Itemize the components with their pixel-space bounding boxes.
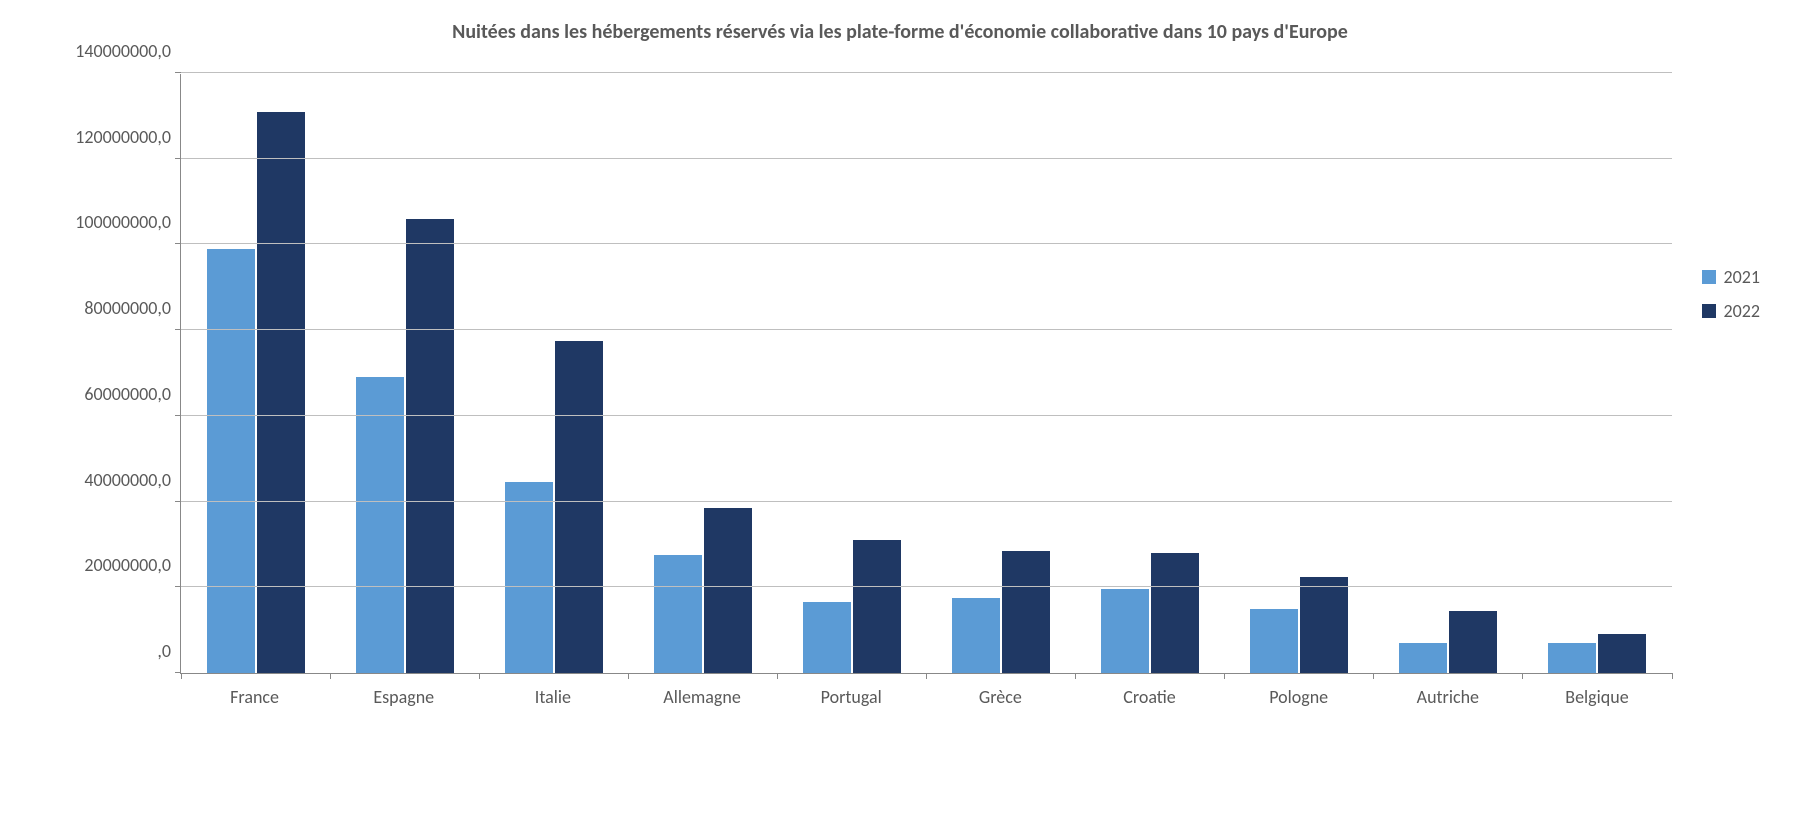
category-group	[628, 74, 777, 673]
bar	[1101, 589, 1149, 673]
y-tick-mark	[175, 329, 181, 330]
bar	[1002, 551, 1050, 673]
y-tick-mark	[175, 158, 181, 159]
category-group	[777, 74, 926, 673]
bar	[207, 249, 255, 673]
gridline	[181, 329, 1672, 330]
bar	[1449, 611, 1497, 673]
x-tick-mark	[479, 673, 480, 679]
x-axis-label: Grèce	[926, 686, 1075, 708]
x-axis-label: Italie	[478, 686, 627, 708]
category-group	[1522, 74, 1671, 673]
bar	[406, 219, 454, 673]
x-tick-mark	[1075, 673, 1076, 679]
bar	[555, 341, 603, 673]
y-tick-label: 80000000,0	[84, 297, 181, 319]
bar	[1300, 577, 1348, 673]
y-tick-label: 40000000,0	[84, 469, 181, 491]
x-tick-mark	[330, 673, 331, 679]
gridline	[181, 415, 1672, 416]
gridline	[181, 72, 1672, 73]
bar	[1151, 553, 1199, 673]
chart-title: Nuitées dans les hébergements réservés v…	[40, 20, 1760, 44]
legend-label: 2021	[1724, 266, 1761, 288]
category-group	[1373, 74, 1522, 673]
bar	[654, 555, 702, 673]
bar	[505, 482, 553, 673]
gridline	[181, 586, 1672, 587]
y-tick-mark	[175, 586, 181, 587]
x-axis-label: Portugal	[777, 686, 926, 708]
bars-row	[181, 74, 1672, 673]
category-group	[926, 74, 1075, 673]
legend-item: 2021	[1702, 266, 1761, 288]
bar	[1399, 643, 1447, 673]
y-tick-mark	[175, 415, 181, 416]
y-tick-mark	[175, 243, 181, 244]
x-axis-label: Croatie	[1075, 686, 1224, 708]
gridline	[181, 158, 1672, 159]
gridline	[181, 501, 1672, 502]
y-tick-label: 140000000,0	[75, 40, 181, 62]
x-axis-label: Espagne	[329, 686, 478, 708]
bar	[1250, 609, 1298, 673]
chart-body: ,0 20000000,0 40000000,0 60000000,0 80000000…	[40, 74, 1760, 708]
category-group	[181, 74, 330, 673]
chart-container: Nuitées dans les hébergements réservés v…	[40, 20, 1760, 708]
x-tick-mark	[777, 673, 778, 679]
bar	[356, 377, 404, 673]
x-axis-labels: FranceEspagneItalieAllemagnePortugalGrèc…	[180, 686, 1672, 708]
bar	[1598, 634, 1646, 673]
category-group	[1224, 74, 1373, 673]
legend-swatch	[1702, 270, 1716, 284]
plot-area: ,020000000,040000000,060000000,080000000…	[180, 74, 1672, 674]
x-tick-mark	[1522, 673, 1523, 679]
y-tick-mark	[175, 72, 181, 73]
bar	[853, 540, 901, 673]
category-group	[330, 74, 479, 673]
category-group	[479, 74, 628, 673]
y-tick-label: 60000000,0	[84, 383, 181, 405]
gridline	[181, 243, 1672, 244]
bar	[803, 602, 851, 673]
x-axis-label: Allemagne	[627, 686, 776, 708]
bar	[257, 112, 305, 673]
x-tick-mark	[181, 673, 182, 679]
y-tick-label: 20000000,0	[84, 554, 181, 576]
x-axis-label: France	[180, 686, 329, 708]
x-tick-mark	[628, 673, 629, 679]
category-group	[1075, 74, 1224, 673]
x-tick-mark	[926, 673, 927, 679]
y-tick-label: 100000000,0	[75, 211, 181, 233]
legend-label: 2022	[1724, 300, 1761, 322]
bar	[704, 508, 752, 673]
y-tick-mark	[175, 501, 181, 502]
x-tick-mark	[1672, 673, 1673, 679]
x-tick-mark	[1224, 673, 1225, 679]
legend-item: 2022	[1702, 300, 1761, 322]
y-tick-label: ,0	[157, 640, 181, 662]
legend-swatch	[1702, 304, 1716, 318]
y-tick-label: 120000000,0	[75, 126, 181, 148]
x-axis-label: Autriche	[1373, 686, 1522, 708]
chart-area: ,020000000,040000000,060000000,080000000…	[180, 74, 1672, 708]
x-axis-label: Belgique	[1522, 686, 1671, 708]
x-axis-label: Pologne	[1224, 686, 1373, 708]
x-tick-mark	[1373, 673, 1374, 679]
bar	[952, 598, 1000, 673]
bar	[1548, 643, 1596, 673]
legend: 2021 2022	[1702, 254, 1761, 334]
